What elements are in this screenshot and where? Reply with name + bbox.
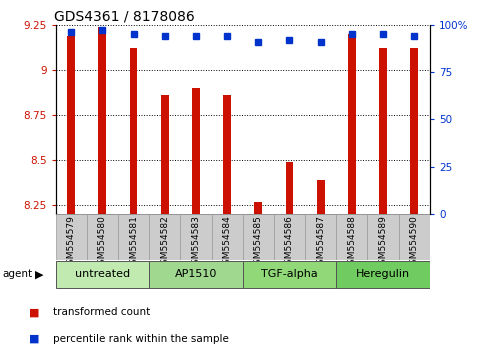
Bar — [129, 48, 138, 214]
Text: GSM554589: GSM554589 — [379, 216, 387, 270]
Bar — [149, 214, 180, 260]
Text: GSM554585: GSM554585 — [254, 216, 263, 270]
Text: GSM554581: GSM554581 — [129, 216, 138, 270]
Bar — [223, 95, 231, 214]
Text: TGF-alpha: TGF-alpha — [261, 269, 318, 279]
Bar — [305, 214, 336, 260]
Bar — [212, 214, 242, 260]
Text: ▶: ▶ — [35, 269, 43, 279]
Text: GSM554587: GSM554587 — [316, 216, 325, 270]
Bar — [56, 214, 87, 260]
Bar — [317, 180, 325, 214]
Bar — [87, 214, 118, 260]
Bar — [379, 48, 387, 214]
Bar — [242, 214, 274, 260]
Text: agent: agent — [2, 269, 32, 279]
Bar — [118, 214, 149, 260]
Text: ■: ■ — [28, 334, 39, 344]
Text: GSM554586: GSM554586 — [285, 216, 294, 270]
Bar — [56, 261, 149, 288]
Bar — [192, 88, 200, 214]
Bar — [161, 95, 169, 214]
Bar — [285, 162, 293, 214]
Text: transformed count: transformed count — [53, 307, 150, 317]
Bar — [274, 214, 305, 260]
Text: GSM554588: GSM554588 — [347, 216, 356, 270]
Text: GSM554579: GSM554579 — [67, 216, 76, 270]
Bar — [67, 36, 75, 214]
Text: Heregulin: Heregulin — [356, 269, 410, 279]
Text: GSM554583: GSM554583 — [191, 216, 200, 270]
Bar — [368, 214, 398, 260]
Bar — [255, 201, 262, 214]
Bar — [398, 214, 430, 260]
Text: ■: ■ — [28, 307, 39, 317]
Text: untreated: untreated — [75, 269, 130, 279]
Bar — [348, 34, 356, 214]
Bar — [99, 27, 106, 214]
Text: GSM554580: GSM554580 — [98, 216, 107, 270]
Bar — [149, 261, 242, 288]
Text: AP1510: AP1510 — [175, 269, 217, 279]
Text: GSM554590: GSM554590 — [410, 216, 419, 270]
Bar — [411, 48, 418, 214]
Bar — [336, 261, 430, 288]
Text: GDS4361 / 8178086: GDS4361 / 8178086 — [54, 10, 195, 24]
Text: GSM554584: GSM554584 — [223, 216, 232, 270]
Text: GSM554582: GSM554582 — [160, 216, 169, 270]
Bar — [242, 261, 336, 288]
Bar — [180, 214, 212, 260]
Bar — [336, 214, 368, 260]
Text: percentile rank within the sample: percentile rank within the sample — [53, 334, 229, 344]
